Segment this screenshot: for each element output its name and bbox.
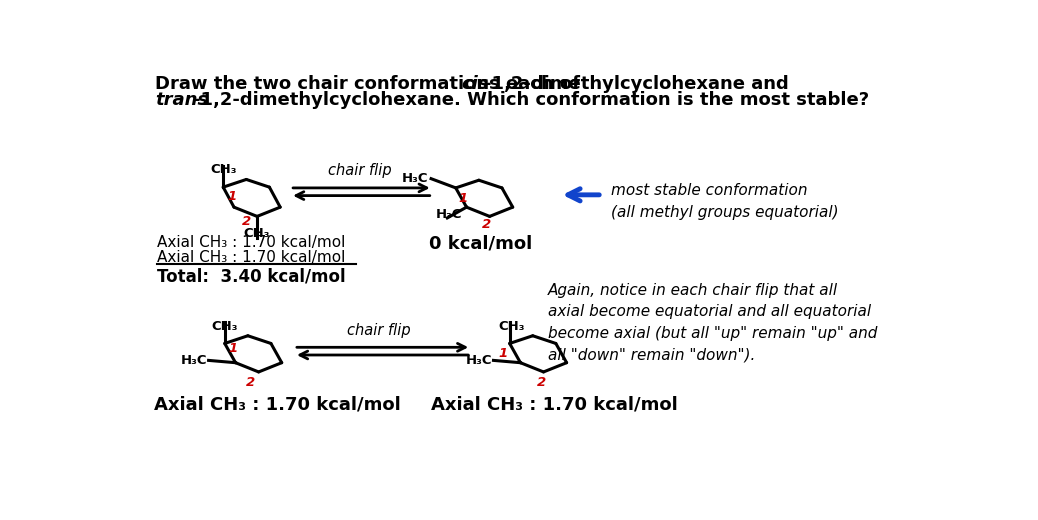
Text: chair flip: chair flip	[347, 323, 411, 338]
Text: Axial CH₃ : 1.70 kcal/mol: Axial CH₃ : 1.70 kcal/mol	[157, 235, 346, 250]
Text: -1,2-dimethylcyclohexane and: -1,2-dimethylcyclohexane and	[484, 75, 788, 93]
Text: H₃C: H₃C	[436, 208, 462, 221]
Text: 2: 2	[482, 218, 491, 231]
Text: 2: 2	[246, 376, 255, 389]
Text: H₃C: H₃C	[181, 354, 207, 367]
Text: CH₃: CH₃	[244, 227, 270, 240]
Text: 0 kcal/mol: 0 kcal/mol	[429, 235, 532, 253]
Text: 2: 2	[538, 376, 547, 389]
Text: H₃C: H₃C	[402, 172, 428, 185]
Text: Axial CH₃ : 1.70 kcal/mol: Axial CH₃ : 1.70 kcal/mol	[431, 395, 678, 413]
Text: Total:  3.40 kcal/mol: Total: 3.40 kcal/mol	[157, 267, 346, 285]
Text: Axial CH₃ : 1.70 kcal/mol: Axial CH₃ : 1.70 kcal/mol	[157, 250, 346, 265]
Text: trans: trans	[156, 91, 209, 109]
Text: Draw the two chair conformations each of: Draw the two chair conformations each of	[156, 75, 586, 93]
Text: -1,2-dimethylcyclohexane. Which conformation is the most stable?: -1,2-dimethylcyclohexane. Which conforma…	[193, 91, 869, 109]
Text: 1: 1	[498, 347, 508, 360]
Text: most stable conformation
(all methyl groups equatorial): most stable conformation (all methyl gro…	[611, 183, 839, 220]
Text: CH₃: CH₃	[498, 320, 524, 333]
Text: cis: cis	[461, 75, 489, 93]
Text: 2: 2	[242, 215, 251, 228]
Text: chair flip: chair flip	[328, 163, 391, 178]
Text: Axial CH₃ : 1.70 kcal/mol: Axial CH₃ : 1.70 kcal/mol	[154, 395, 401, 413]
Text: Again, notice in each chair flip that all
axial become equatorial and all equato: Again, notice in each chair flip that al…	[548, 282, 877, 362]
Text: H₃C: H₃C	[465, 354, 492, 367]
Text: 1: 1	[458, 192, 467, 205]
Text: 1: 1	[227, 190, 237, 203]
Text: 1: 1	[228, 342, 238, 355]
Text: CH₃: CH₃	[210, 163, 237, 176]
Text: CH₃: CH₃	[212, 320, 238, 333]
